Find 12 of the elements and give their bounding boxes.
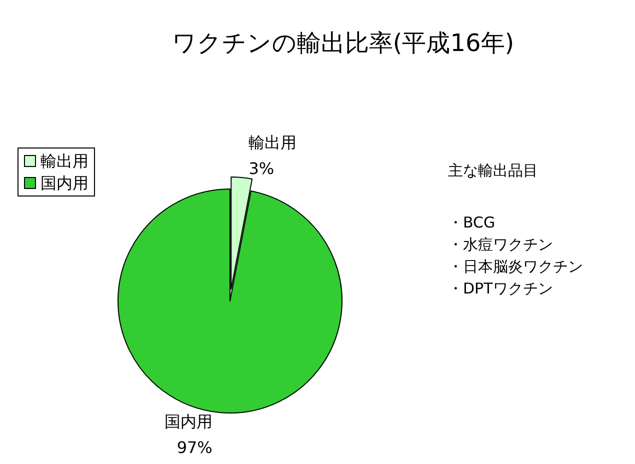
chart-title: ワクチンの輸出比率(平成16年) <box>172 29 514 57</box>
legend-label: 国内用 <box>40 174 88 192</box>
legend-label: 輸出用 <box>40 152 88 170</box>
text: ・DPTワクチン <box>448 280 553 298</box>
data-label: 3% <box>248 159 274 178</box>
slice-label: 国内用 <box>164 412 212 431</box>
text: ・日本脳炎ワクチン <box>448 258 583 276</box>
text: ・BCG <box>448 214 496 232</box>
text: 主な輸出品目 <box>448 162 538 180</box>
text: ・水痘ワクチン <box>448 236 553 254</box>
data-label: 97% <box>176 438 212 457</box>
slice-label: 輸出用 <box>248 133 297 152</box>
